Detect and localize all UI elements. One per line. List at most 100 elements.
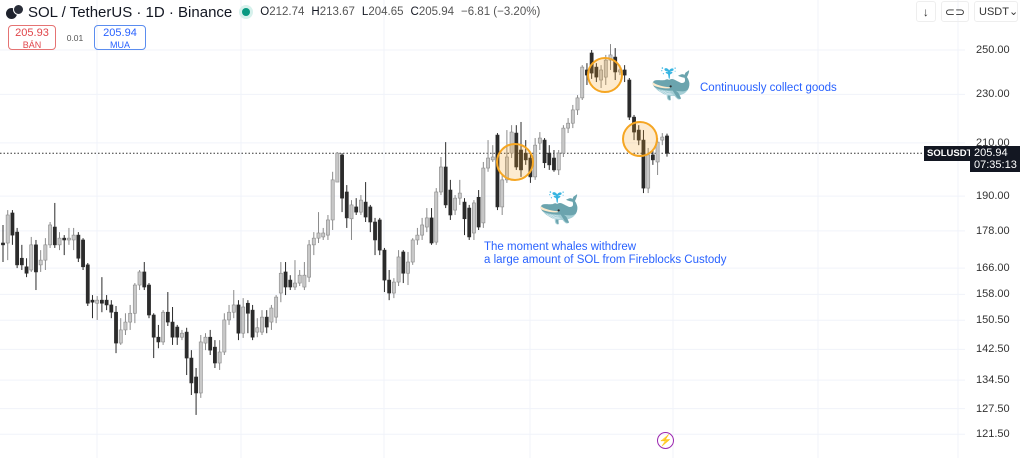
whale-withdraw-note[interactable]: The moment whales withdrew a large amoun… bbox=[484, 241, 727, 266]
candle-body-down bbox=[401, 251, 406, 274]
candle bbox=[537, 132, 542, 151]
candle-body-down bbox=[1, 242, 5, 246]
buy-button[interactable]: 205.94 MUA bbox=[94, 25, 146, 50]
candle bbox=[594, 63, 599, 83]
candle-body-down bbox=[156, 336, 161, 343]
candle bbox=[415, 227, 420, 245]
candle bbox=[132, 283, 137, 324]
candle bbox=[274, 295, 279, 324]
candle-body-down bbox=[429, 217, 434, 244]
candle-body-down bbox=[165, 311, 170, 323]
candle bbox=[38, 250, 43, 272]
candle-body-down bbox=[175, 326, 180, 338]
candle bbox=[142, 262, 147, 291]
candle bbox=[344, 185, 349, 228]
candle-body-down bbox=[476, 196, 481, 228]
candle bbox=[151, 313, 156, 359]
candle bbox=[514, 125, 519, 170]
candle-body-down bbox=[373, 221, 377, 241]
candle-body-up bbox=[533, 144, 538, 178]
candle-body-up bbox=[43, 244, 48, 261]
symbol-title[interactable]: SOL / TetherUS · 1D · Binance bbox=[28, 3, 233, 21]
candle bbox=[382, 247, 387, 293]
candle-body-up bbox=[217, 351, 222, 364]
candle bbox=[288, 275, 293, 291]
candle-body-up bbox=[95, 299, 100, 304]
bar-countdown: 07:35:13 bbox=[974, 159, 1017, 171]
last-price-label: 205.94 07:35:13 bbox=[970, 146, 1020, 172]
candle-body-up bbox=[486, 157, 490, 169]
candle-body-down bbox=[344, 191, 349, 219]
candle bbox=[556, 150, 561, 176]
candle-body-down bbox=[627, 79, 632, 118]
candle bbox=[406, 251, 410, 286]
candle bbox=[599, 65, 603, 88]
candle-body-up bbox=[118, 329, 123, 344]
candle bbox=[420, 217, 425, 240]
candle-body-down bbox=[387, 279, 392, 294]
candle bbox=[340, 153, 344, 213]
candle-body-down bbox=[377, 219, 382, 251]
candle bbox=[278, 262, 283, 303]
candle-body-up bbox=[307, 244, 311, 278]
candle-body-up bbox=[260, 316, 264, 333]
candle bbox=[264, 310, 269, 334]
close-value: 205.94 bbox=[418, 6, 454, 18]
candle-body-up bbox=[278, 272, 283, 294]
candle-body-up bbox=[504, 156, 509, 181]
candle-body-up bbox=[481, 167, 486, 224]
candle bbox=[401, 250, 406, 284]
candle bbox=[547, 145, 552, 170]
candle bbox=[62, 235, 67, 256]
candle bbox=[109, 300, 114, 319]
candle bbox=[71, 227, 76, 251]
candle-body-down bbox=[340, 154, 344, 199]
currency-dropdown[interactable]: USDT ⌄ bbox=[974, 1, 1018, 22]
candle bbox=[354, 198, 359, 215]
candle-body-up bbox=[71, 234, 76, 241]
candle bbox=[245, 300, 250, 334]
candle-body-up bbox=[500, 179, 505, 208]
candle-body-up bbox=[293, 282, 297, 288]
collect-goods-note[interactable]: Continuously collect goods bbox=[700, 82, 837, 94]
candle bbox=[34, 239, 38, 291]
candle-body-down bbox=[443, 166, 448, 206]
highlight-circle bbox=[587, 57, 623, 93]
y-tick-label: 250.00 bbox=[976, 44, 1010, 56]
candle bbox=[156, 324, 161, 349]
loop-icon[interactable]: ⊂⊃ bbox=[940, 1, 969, 22]
candle-body-down bbox=[641, 139, 646, 189]
candle bbox=[363, 182, 368, 223]
candle bbox=[15, 227, 20, 269]
chart-toolbar: ↓ ⊂⊃ USDT ⌄ bbox=[915, 1, 1018, 22]
arrow-down-icon[interactable]: ↓ bbox=[915, 1, 936, 22]
candle-body-down bbox=[462, 201, 467, 220]
candle-body-down bbox=[76, 234, 81, 259]
candle-body-down bbox=[62, 237, 67, 241]
candle-body-up bbox=[580, 66, 585, 99]
high-value: 213.67 bbox=[319, 6, 355, 18]
candle bbox=[222, 313, 227, 356]
candle-body-down bbox=[99, 299, 104, 304]
y-tick-label: 127.50 bbox=[976, 402, 1010, 415]
candle-body-down bbox=[142, 271, 147, 288]
candle-body-up bbox=[132, 284, 137, 314]
y-tick-label: 230.00 bbox=[976, 88, 1010, 101]
y-tick-label: 142.50 bbox=[976, 343, 1010, 356]
candle bbox=[396, 250, 401, 287]
highlight-circle bbox=[622, 121, 658, 157]
lightning-icon[interactable]: ⚡ bbox=[657, 432, 674, 449]
candle-body-up bbox=[406, 261, 410, 274]
candle-body-down bbox=[283, 271, 288, 288]
candle bbox=[566, 118, 571, 134]
candle bbox=[170, 307, 175, 345]
sell-button[interactable]: 205.93 BÁN bbox=[8, 25, 56, 50]
candle-body-up bbox=[439, 166, 443, 193]
candle-body-down bbox=[15, 231, 20, 266]
candle bbox=[481, 161, 486, 228]
candle-body-down bbox=[81, 239, 85, 268]
candle-body-up bbox=[231, 304, 236, 313]
candle bbox=[180, 329, 184, 341]
candle-body-up bbox=[302, 274, 307, 288]
